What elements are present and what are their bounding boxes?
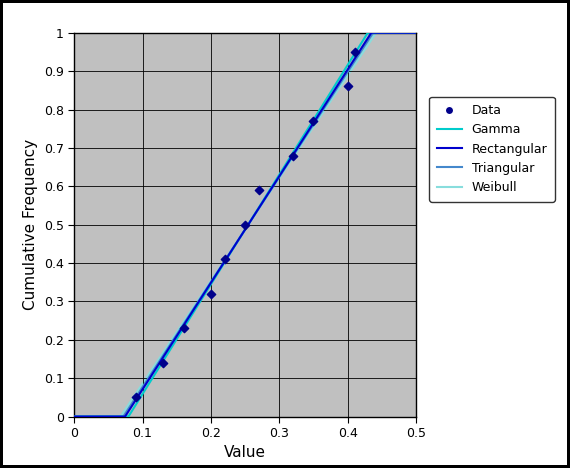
Data — [220, 256, 229, 263]
Data — [158, 359, 168, 366]
Rectangular — [233, 240, 240, 246]
Line: Gamma: Gamma — [74, 33, 416, 417]
Triangular — [370, 30, 377, 36]
Weibull — [274, 178, 281, 183]
Data — [350, 48, 359, 56]
Rectangular — [368, 30, 375, 36]
Gamma — [351, 51, 358, 57]
Triangular — [235, 237, 242, 242]
Line: Rectangular: Rectangular — [74, 33, 416, 417]
Triangular — [274, 176, 281, 182]
Rectangular — [71, 414, 78, 419]
Data — [241, 221, 250, 228]
Weibull — [405, 30, 412, 36]
Weibull — [256, 205, 263, 211]
Rectangular — [256, 205, 263, 211]
Data — [131, 394, 140, 401]
Gamma — [274, 175, 281, 180]
Rectangular — [413, 30, 420, 36]
Data — [288, 152, 298, 159]
X-axis label: Value: Value — [224, 446, 266, 461]
Gamma — [71, 414, 78, 419]
Triangular — [256, 205, 263, 211]
Weibull — [351, 62, 358, 68]
Weibull — [71, 414, 78, 419]
Gamma — [235, 237, 242, 243]
Gamma — [256, 204, 263, 210]
Gamma — [405, 30, 412, 36]
Gamma — [413, 30, 420, 36]
Rectangular — [274, 176, 281, 182]
Weibull — [235, 236, 242, 242]
Data — [309, 117, 318, 125]
Triangular — [233, 240, 240, 245]
Rectangular — [405, 30, 412, 36]
Y-axis label: Cumulative Frequency: Cumulative Frequency — [23, 139, 38, 310]
Data — [343, 83, 352, 90]
Line: Weibull: Weibull — [74, 33, 416, 417]
Gamma — [365, 30, 372, 36]
Data — [179, 324, 188, 332]
Rectangular — [235, 237, 242, 242]
Triangular — [413, 30, 420, 36]
Legend: Data, Gamma, Rectangular, Triangular, Weibull: Data, Gamma, Rectangular, Triangular, We… — [429, 96, 555, 202]
Triangular — [71, 414, 78, 419]
Gamma — [233, 241, 240, 246]
Triangular — [405, 30, 412, 36]
Weibull — [373, 30, 380, 36]
Data — [206, 290, 215, 298]
Triangular — [351, 58, 358, 64]
Line: Triangular: Triangular — [74, 33, 416, 417]
Rectangular — [351, 56, 358, 62]
Data — [254, 186, 263, 194]
Weibull — [233, 240, 240, 245]
Weibull — [413, 30, 420, 36]
